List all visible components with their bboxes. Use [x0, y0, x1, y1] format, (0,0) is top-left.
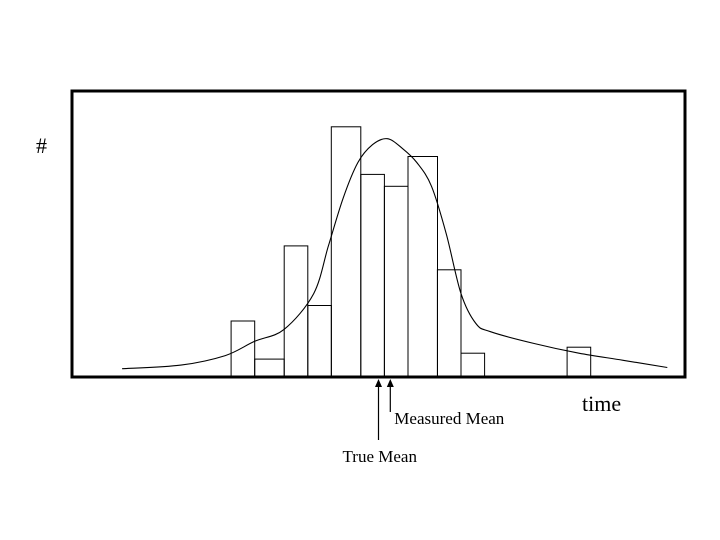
histogram-bar-11 — [566, 346, 592, 378]
y-axis-label: # — [36, 133, 47, 158]
histogram-bar-2 — [254, 358, 285, 378]
annotations-group: Measured Mean True Mean — [343, 379, 505, 466]
bars-group — [230, 126, 592, 378]
histogram-bar-7 — [383, 185, 409, 378]
annotation-label-2: True Mean — [343, 447, 418, 466]
histogram-bar-6 — [360, 173, 385, 378]
histogram-bar-1 — [230, 320, 256, 378]
annotation-label-1: Measured Mean — [394, 409, 504, 428]
histogram-bar-9 — [436, 269, 462, 378]
histogram-bar-3 — [283, 245, 309, 378]
annotation-arrow-head-2 — [375, 379, 382, 387]
histogram-bar-8 — [407, 156, 438, 378]
x-axis-label: time — [582, 391, 621, 416]
plot-frame — [70, 89, 687, 379]
annotation-arrow-head-1 — [386, 379, 394, 387]
distribution-curve — [122, 138, 668, 370]
histogram-bar-10 — [460, 352, 486, 378]
histogram-bar-4 — [307, 305, 332, 378]
